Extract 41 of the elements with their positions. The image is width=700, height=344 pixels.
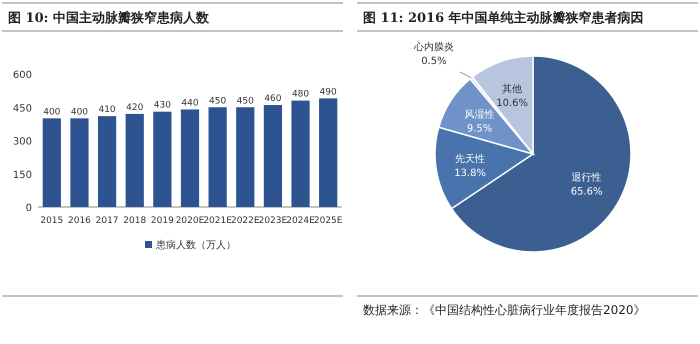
data-label: 480 — [292, 90, 310, 100]
data-label: 460 — [264, 94, 282, 104]
source-note: 数据来源：《中国结构性心脏病行业年度报告2020》 — [363, 303, 646, 317]
data-label: 9.5% — [466, 123, 492, 134]
x-tick-label: 2019 — [150, 216, 174, 226]
x-tick-label: 2020E — [176, 216, 205, 226]
data-label: 490 — [320, 87, 338, 98]
data-label: 10.6% — [496, 98, 528, 109]
x-tick-label: 2018 — [123, 216, 146, 226]
x-tick-label: 2022E — [230, 216, 260, 226]
slice-label: 其他 — [502, 82, 522, 95]
chart-title: 图 10: 中国主动脉瓣狭窄患病人数 — [8, 10, 210, 26]
data-label: 400 — [43, 107, 61, 118]
slice-label: 退行性 — [572, 172, 602, 184]
y-tick-label: 300 — [12, 136, 32, 148]
y-tick-label: 0 — [26, 203, 32, 214]
y-tick-label: 150 — [12, 170, 32, 181]
data-label: 440 — [181, 98, 199, 108]
slice-label: 心内膜炎 — [412, 40, 454, 53]
x-tick-label: 2021E — [203, 216, 232, 226]
data-label: 430 — [154, 100, 172, 111]
data-label: 0.5% — [421, 56, 447, 67]
x-tick-label: 2023E — [258, 216, 288, 226]
legend-label: 患病人数（万人） — [155, 239, 236, 251]
data-label: 65.6% — [570, 186, 602, 198]
x-tick-label: 2017 — [96, 216, 119, 226]
y-tick-label: 450 — [12, 103, 32, 114]
x-tick-label: 2015 — [40, 216, 64, 226]
y-tick-label: 600 — [12, 70, 32, 81]
data-label: 420 — [126, 102, 144, 113]
chart-title: 图 11: 2016 年中国单纯主动脉瓣狭窄患者病因 — [363, 10, 644, 26]
data-label: 450 — [209, 96, 226, 106]
slice-label: 先天性 — [455, 152, 486, 165]
x-tick-label: 2016 — [68, 216, 92, 226]
x-tick-label: 2024E — [286, 216, 316, 226]
slice-label: 风湿性 — [464, 108, 495, 120]
data-label: 13.8% — [454, 168, 486, 179]
x-tick-label: 2025E — [314, 216, 343, 226]
data-label: 450 — [236, 96, 254, 106]
data-label: 410 — [98, 105, 116, 116]
data-label: 400 — [70, 107, 88, 118]
